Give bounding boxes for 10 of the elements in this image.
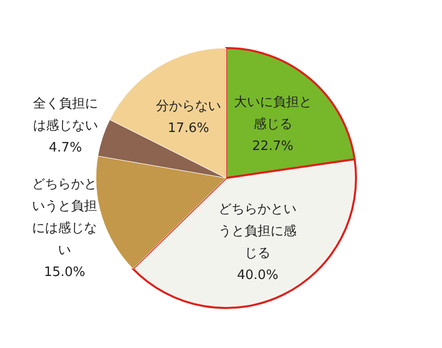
slice-label: どちらかというと負担には感じない [32,176,98,258]
slice-label: 分からない [156,98,221,114]
data-label: 17.6% [168,120,210,136]
data-label: 40.0% [237,268,278,283]
slice-label: どちらかというと負担に感じる [218,202,297,261]
data-label: 22.7% [252,138,294,154]
data-label: 15.0% [44,264,86,280]
slice-label: 全く負担には感じない [32,96,98,133]
data-label: 4.7% [48,140,82,155]
slice-label: 大いに負担と感じる [234,94,312,132]
